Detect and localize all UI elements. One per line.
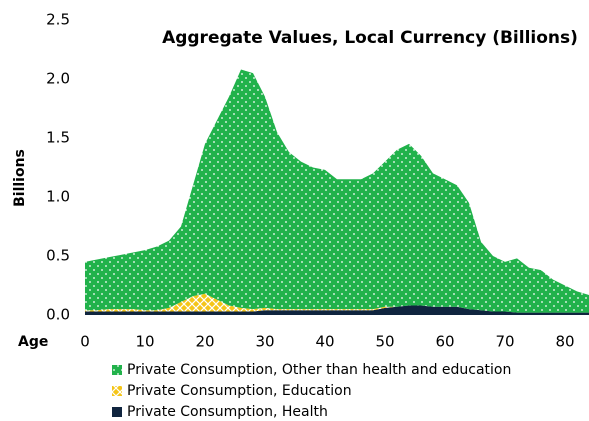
legend-swatch <box>112 386 122 396</box>
x-tick-label: 80 <box>555 333 574 351</box>
y-axis-title: Billions <box>12 149 28 207</box>
y-tick-label: 0.5 <box>46 247 70 265</box>
legend-swatch <box>112 365 122 375</box>
x-axis-title: Age <box>18 334 48 350</box>
y-tick-label: 1.5 <box>46 129 70 147</box>
y-tick-label: 2.5 <box>46 11 70 29</box>
area <box>85 293 589 313</box>
x-tick-label: 70 <box>495 333 514 351</box>
chart-title: Aggregate Values, Local Currency (Billio… <box>162 28 578 48</box>
legend-swatch <box>112 407 122 417</box>
y-tick-label: 1.0 <box>46 188 70 206</box>
x-tick-label: 20 <box>195 333 214 351</box>
legend-label: Private Consumption, Health <box>127 404 328 420</box>
legend-label: Private Consumption, Education <box>127 383 352 399</box>
x-tick-label: 60 <box>435 333 454 351</box>
x-tick-label: 50 <box>375 333 394 351</box>
x-tick-label: 0 <box>80 333 90 351</box>
y-tick-label: 2.0 <box>46 70 70 88</box>
x-tick-label: 30 <box>255 333 274 351</box>
x-tick-label: 10 <box>135 333 154 351</box>
y-tick-label: 0.0 <box>46 306 70 324</box>
legend-label: Private Consumption, Other than health a… <box>127 362 511 378</box>
x-tick-label: 40 <box>315 333 334 351</box>
area <box>85 69 589 313</box>
